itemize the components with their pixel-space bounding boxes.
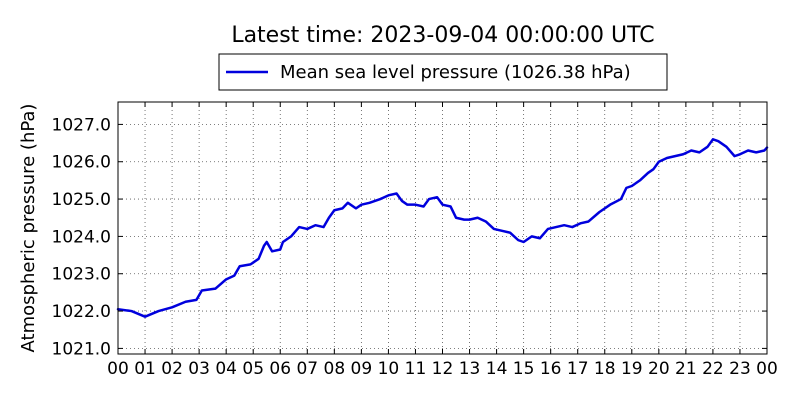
y-tick-label: 1023.0 [52,265,111,285]
x-tick-label: 00 [107,359,129,379]
y-tick-label: 1025.0 [52,190,111,210]
y-axis: 1021.0 1022.0 1023.0 1024.0 1025.0 1026.0 1027… [52,115,767,359]
y-axis-label: Atmospheric pressure (hPa) [18,104,39,353]
x-tick-label: 23 [729,359,751,379]
series-line [116,138,769,318]
y-tick-label: 1026.0 [52,153,111,173]
grid [118,102,767,354]
series-layer [116,138,769,318]
legend-label: Mean sea level pressure (1026.38 hPa) [280,62,631,83]
x-tick-label: 12 [432,359,454,379]
plot-area [118,102,767,354]
x-tick-label: 19 [621,359,643,379]
x-tick-label: 16 [540,359,562,379]
x-axis: 00 01 02 03 04 05 06 07 08 09 10 11 12 13 14 15 16 17 18 19… [107,102,778,379]
x-tick-label: 05 [242,359,264,379]
x-tick-label: 11 [405,359,427,379]
x-tick-label: 15 [513,359,535,379]
x-tick-label: 03 [188,359,210,379]
legend: Mean sea level pressure (1026.38 hPa) [218,53,668,91]
x-tick-label: 22 [702,359,724,379]
legend-frame [218,53,668,91]
x-tick-label: 09 [351,359,373,379]
x-tick-label: 08 [324,359,346,379]
y-tick-label: 1022.0 [52,302,111,322]
x-tick-label: 13 [459,359,481,379]
y-tick-label: 1021.0 [52,339,111,359]
x-tick-label: 21 [675,359,697,379]
x-tick-label: 17 [567,359,589,379]
x-tick-label: 07 [296,359,318,379]
y-tick-label: 1027.0 [52,115,111,135]
x-tick-label: 20 [648,359,670,379]
x-tick-label: 18 [594,359,616,379]
x-tick-label: 02 [161,359,183,379]
x-tick-label: 04 [215,359,237,379]
x-tick-label: 00 [756,359,778,379]
x-tick-label: 01 [134,359,156,379]
y-tick-label: 1024.0 [52,227,111,247]
chart-title: Latest time: 2023-09-04 00:00:00 UTC [231,23,654,48]
x-tick-label: 10 [378,359,400,379]
x-tick-label: 06 [269,359,291,379]
x-tick-label: 14 [486,359,508,379]
